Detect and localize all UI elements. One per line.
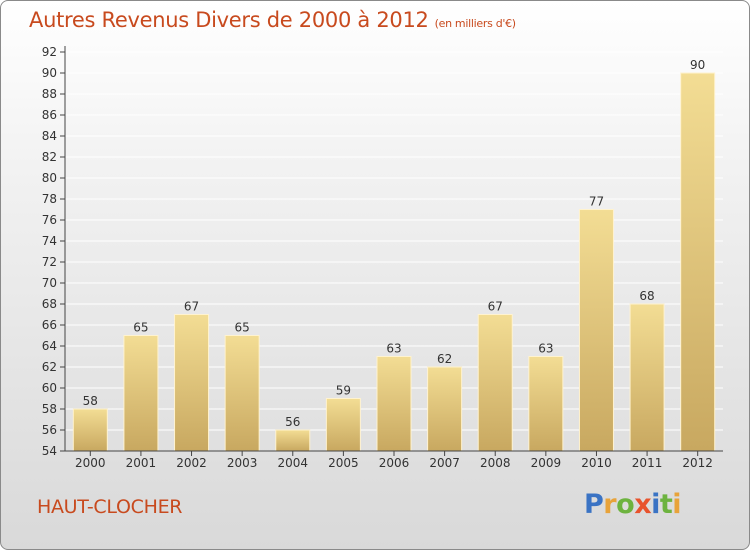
bar bbox=[325, 398, 361, 452]
bars: 58 65 67 65 56 59 63 62 67 63 77 68 90 bbox=[72, 58, 716, 452]
y-tick-label: 90 bbox=[42, 66, 57, 80]
bar bbox=[629, 303, 665, 452]
y-tick-label: 82 bbox=[42, 150, 57, 164]
y-tick-label: 78 bbox=[42, 192, 57, 206]
x-tick-label: 2008 bbox=[480, 456, 511, 470]
x-tick-label: 2009 bbox=[531, 456, 562, 470]
bar-value-label: 59 bbox=[336, 384, 351, 398]
bar-value-label: 90 bbox=[690, 58, 705, 72]
x-tick-label: 2006 bbox=[379, 456, 410, 470]
place-name: HAUT-CLOCHER bbox=[37, 496, 183, 518]
logo-letter: t bbox=[659, 489, 673, 520]
y-tick-label: 62 bbox=[42, 360, 57, 374]
y-tick-label: 66 bbox=[42, 318, 57, 332]
logo-letter: P bbox=[584, 489, 604, 520]
bar bbox=[224, 335, 260, 452]
bar bbox=[72, 408, 108, 452]
y-tick-label: 74 bbox=[42, 234, 57, 248]
bar-value-label: 67 bbox=[488, 300, 503, 314]
bar-value-label: 77 bbox=[589, 195, 604, 209]
bar-value-label: 62 bbox=[437, 352, 452, 366]
y-tick-label: 56 bbox=[42, 423, 57, 437]
chart-title: Autres Revenus Divers de 2000 à 2012 (en … bbox=[29, 8, 516, 32]
bar bbox=[275, 429, 311, 452]
y-tick-label: 92 bbox=[42, 45, 57, 59]
bar bbox=[174, 314, 210, 452]
bar bbox=[376, 356, 412, 452]
logo-letter: r bbox=[603, 489, 617, 520]
y-tick-label: 76 bbox=[42, 213, 57, 227]
x-tick-label: 2005 bbox=[328, 456, 359, 470]
x-tick-label: 2003 bbox=[227, 456, 258, 470]
logo-letter: o bbox=[616, 489, 635, 520]
proxiti-logo: Proxiti bbox=[584, 489, 682, 520]
bar bbox=[427, 366, 463, 452]
x-tick-label: 2004 bbox=[277, 456, 308, 470]
x-tick-label: 2010 bbox=[581, 456, 612, 470]
y-tick-label: 72 bbox=[42, 255, 57, 269]
bar-value-label: 56 bbox=[285, 415, 300, 429]
bar-value-label: 63 bbox=[538, 342, 553, 356]
axes: 54 56 58 60 62 64 66 68 70 72 74 76 78 80 82 84 86 88 90 92… bbox=[42, 45, 723, 470]
y-tick-label: 88 bbox=[42, 87, 57, 101]
y-tick-label: 86 bbox=[42, 108, 57, 122]
x-tick-label: 2011 bbox=[632, 456, 663, 470]
bar bbox=[528, 356, 564, 452]
x-tick-label: 2000 bbox=[75, 456, 106, 470]
logo-letter: i bbox=[672, 489, 682, 520]
y-tick-label: 84 bbox=[42, 129, 57, 143]
y-tick-label: 68 bbox=[42, 297, 57, 311]
bar-value-label: 65 bbox=[235, 321, 250, 335]
x-tick-label: 2002 bbox=[176, 456, 207, 470]
y-tick-label: 80 bbox=[42, 171, 57, 185]
bar-value-label: 68 bbox=[639, 289, 654, 303]
y-tick-label: 58 bbox=[42, 402, 57, 416]
y-tick-label: 60 bbox=[42, 381, 57, 395]
logo-letter: i bbox=[651, 489, 660, 520]
bar bbox=[477, 314, 513, 452]
y-tick-label: 54 bbox=[42, 444, 57, 458]
logo-letter: x bbox=[634, 489, 652, 520]
bar-value-label: 63 bbox=[386, 342, 401, 356]
bar-value-label: 67 bbox=[184, 300, 199, 314]
bar bbox=[578, 209, 614, 452]
x-tick-label: 2012 bbox=[682, 456, 713, 470]
x-tick-label: 2007 bbox=[429, 456, 460, 470]
bar bbox=[680, 72, 716, 452]
bar-value-label: 65 bbox=[133, 321, 148, 335]
y-tick-label: 70 bbox=[42, 276, 57, 290]
bar-value-label: 58 bbox=[83, 394, 98, 408]
x-tick-label: 2001 bbox=[126, 456, 157, 470]
chart-subtitle: (en milliers d'€) bbox=[434, 17, 516, 30]
title-text: Autres Revenus Divers de 2000 à 2012 bbox=[29, 8, 429, 32]
y-tick-label: 64 bbox=[42, 339, 57, 353]
bar bbox=[123, 335, 159, 452]
